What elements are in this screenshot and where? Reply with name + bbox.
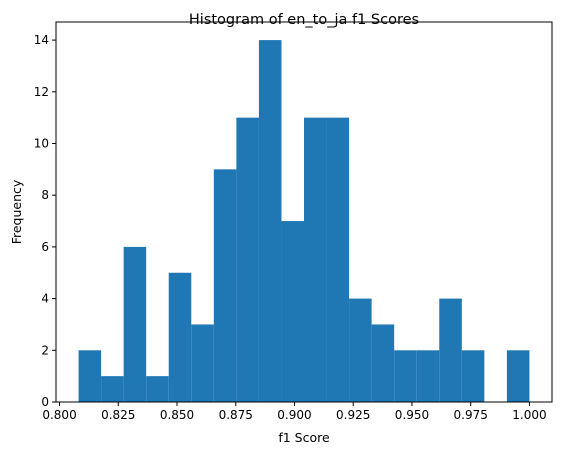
histogram-bar [304, 117, 327, 403]
histogram-bar [146, 376, 169, 402]
x-tick-label: 0.875 [219, 408, 253, 422]
x-tick-label: 0.975 [454, 408, 488, 422]
y-tick-label: 14 [34, 33, 49, 47]
x-tick-label: 0.900 [277, 408, 311, 422]
histogram-bar [461, 350, 485, 402]
histogram-bar [123, 246, 147, 402]
histogram-bar [371, 324, 395, 402]
x-tick-label: 1.000 [512, 408, 546, 422]
histogram-bar [258, 40, 282, 402]
bars-group [78, 40, 530, 403]
chart-title: Histogram of en_to_ja f1 Scores [189, 12, 419, 28]
y-tick-label: 10 [34, 136, 49, 150]
histogram-bar [78, 350, 102, 402]
histogram-bar [191, 324, 214, 402]
y-tick-label: 8 [41, 188, 49, 202]
x-tick-label: 0.825 [101, 408, 135, 422]
plot-frame [55, 21, 553, 403]
histogram-bar [506, 350, 530, 402]
y-tick-label: 12 [34, 85, 49, 99]
x-axis-label: f1 Score [278, 430, 330, 445]
x-tick-label: 0.800 [42, 408, 76, 422]
histogram-bar [326, 117, 350, 403]
y-tick-label: 4 [41, 292, 49, 306]
x-tick-label: 0.950 [395, 408, 429, 422]
x-tick-label: 0.850 [160, 408, 194, 422]
histogram-bar [168, 272, 192, 402]
histogram-bar [236, 117, 259, 403]
histogram-bar [416, 350, 440, 402]
y-tick-label: 2 [41, 343, 49, 357]
histogram-bar [213, 169, 237, 402]
histogram-bar [101, 376, 124, 402]
histogram-bar [281, 221, 304, 402]
x-axis-ticks: 0.800 0.825 0.850 0.875 0.900 0.925 0.950 0.975… [42, 402, 547, 422]
y-tick-label: 0 [41, 395, 49, 409]
histogram-bar [394, 350, 417, 402]
histogram-bar [349, 298, 372, 402]
y-tick-label: 6 [41, 240, 49, 254]
x-tick-label: 0.925 [336, 408, 370, 422]
y-axis-ticks: 0 2 4 6 8 10 12 14 [34, 33, 56, 409]
y-axis-label: Frequency [9, 179, 24, 244]
histogram-bar [439, 298, 462, 402]
